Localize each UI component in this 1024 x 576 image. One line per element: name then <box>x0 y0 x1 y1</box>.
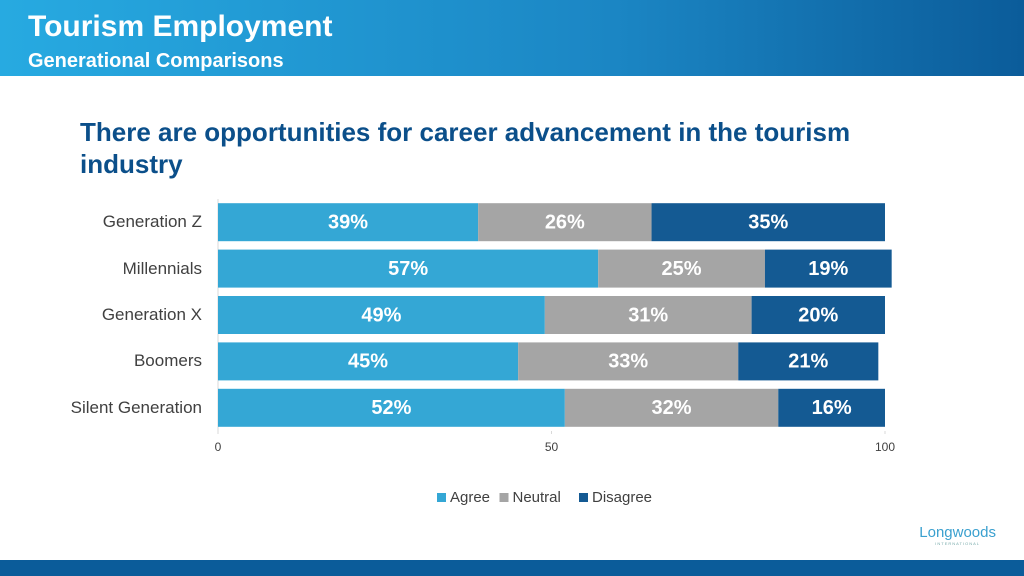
bar-segment <box>518 342 739 381</box>
data-label: 31% <box>628 304 668 326</box>
bar-segment <box>764 249 892 288</box>
data-label: 45% <box>348 351 388 373</box>
bar-segment <box>218 388 565 427</box>
data-label: 26% <box>545 211 585 233</box>
data-label: 19% <box>808 258 848 280</box>
bar-segment <box>218 296 545 334</box>
bar-segment <box>218 203 479 242</box>
logo: Longwoods INTERNATIONAL <box>919 524 996 546</box>
logo-tagline: INTERNATIONAL <box>935 541 980 546</box>
legend-label: Agree <box>450 489 490 506</box>
header-title: Tourism Employment <box>28 10 333 43</box>
x-tick-label: 0 <box>215 440 222 454</box>
legend-swatch <box>437 493 446 502</box>
bar-segment <box>218 342 519 381</box>
y-tick-label: Generation X <box>101 305 202 324</box>
data-label: 35% <box>748 211 788 233</box>
data-label: 49% <box>361 304 401 326</box>
bar-segment <box>751 296 885 334</box>
bar-segment <box>598 249 765 288</box>
data-label: 39% <box>328 211 368 233</box>
legend-label: Disagree <box>592 489 652 506</box>
header-subtitle: Generational Comparisons <box>28 50 284 72</box>
logo-name: Longwoods <box>919 524 996 541</box>
bar-segment <box>218 249 599 288</box>
data-label: 25% <box>662 258 702 280</box>
bar-segment <box>738 342 879 381</box>
data-label: 57% <box>388 258 428 280</box>
header: Tourism Employment Generational Comparis… <box>0 0 1024 76</box>
chart-title: There are opportunities for career advan… <box>80 117 851 179</box>
data-label: 21% <box>788 351 828 373</box>
data-label: 52% <box>371 397 411 419</box>
y-tick-label: Silent Generation <box>70 397 202 417</box>
y-tick-label: Boomers <box>133 351 202 371</box>
data-label: 33% <box>608 351 648 373</box>
bar-segment <box>544 296 752 334</box>
y-tick-label: Millennials <box>122 258 202 278</box>
x-tick-label: 50 <box>545 440 559 454</box>
data-label: 20% <box>798 304 838 326</box>
data-label: 32% <box>652 397 692 419</box>
bar-segment <box>651 203 885 242</box>
legend-swatch <box>499 493 509 502</box>
legend-swatch <box>579 493 588 502</box>
legend-label: Neutral <box>513 489 561 506</box>
x-tick-label: 100 <box>875 440 895 454</box>
data-label: 16% <box>812 397 852 419</box>
y-tick-label: Generation Z <box>102 212 202 232</box>
bar-segment <box>478 203 652 242</box>
bar-segment <box>564 388 779 427</box>
bar-segment <box>778 388 885 427</box>
footer-bar <box>0 560 1024 576</box>
